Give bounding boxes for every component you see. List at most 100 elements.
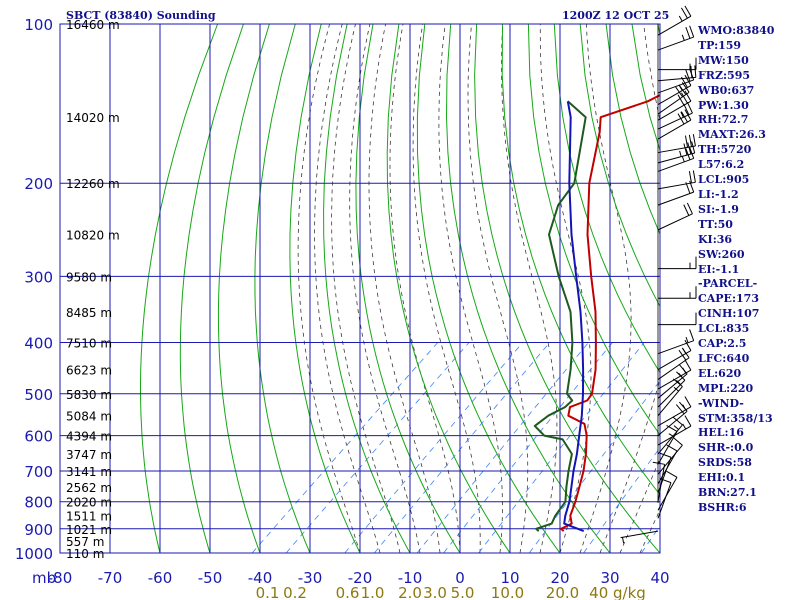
height-label: 7510 m — [66, 336, 112, 350]
wind-barb-shaft — [657, 464, 666, 502]
pressure-unit-label: mb — [32, 569, 56, 587]
pressure-tick-label: 600 — [24, 428, 53, 446]
index-item: STM:358/13 — [698, 411, 773, 425]
dry-adiabat — [553, 24, 660, 374]
moist-adiabat — [467, 24, 529, 553]
wind-barb-feather — [692, 134, 696, 147]
wind-barb-feather — [684, 339, 692, 351]
isobar-isotherm-grid — [59, 23, 661, 554]
temperature-tick-label: -40 — [248, 569, 273, 587]
wind-barb-feather — [683, 103, 690, 115]
wind-barb — [657, 478, 672, 519]
index-item: WB0:637 — [698, 83, 755, 97]
wind-barb-shaft — [657, 482, 672, 519]
height-label: 8485 m — [66, 306, 112, 320]
wind-barb — [657, 202, 693, 231]
wind-barb-feather — [659, 452, 672, 458]
temperature-tick-label: -50 — [198, 569, 223, 587]
wind-barb-shaft — [657, 76, 696, 82]
wind-barb — [658, 286, 697, 299]
wind-barb-feather — [677, 94, 685, 106]
pressure-tick-label: 200 — [24, 175, 53, 193]
wind-barb-shaft — [657, 112, 693, 130]
wind-barb-feather — [688, 134, 692, 147]
wind-barb — [652, 461, 666, 502]
index-item: BSHR:6 — [698, 501, 747, 514]
dry-adiabat — [579, 24, 660, 308]
index-item: KI:36 — [698, 232, 733, 246]
wind-barb-shaft — [657, 357, 690, 380]
index-item: CINH:107 — [698, 307, 760, 321]
wind-barb-feather — [685, 182, 691, 194]
temperature-tick-label: 0 — [455, 569, 465, 587]
wind-barb — [657, 425, 678, 465]
wind-barb — [657, 170, 696, 190]
moist-adiabat — [412, 24, 481, 553]
wind-barb-feather — [688, 171, 692, 184]
dry-adiabat — [323, 24, 411, 553]
wind-barb-feather — [679, 401, 688, 412]
wind-barb-half-feather — [680, 111, 684, 118]
dry-adiabat — [179, 24, 244, 553]
mixing-ratio-label: 0.6 — [336, 584, 360, 600]
wind-barb-feather — [659, 478, 672, 484]
temperature-tick-label: 40 — [650, 569, 669, 587]
wind-barb-feather — [678, 84, 687, 95]
wind-barb-shaft — [620, 530, 659, 539]
wind-barb-feather — [672, 378, 683, 387]
temperature-tick-label: 30 — [600, 569, 619, 587]
index-item: SW:260 — [698, 247, 745, 261]
wind-barb-shaft — [657, 91, 690, 115]
mixing-ratio-label: 5.0 — [451, 584, 475, 600]
pressure-tick-label: 400 — [24, 334, 53, 352]
mixing-ratio-label: 10.0 — [491, 584, 524, 600]
index-item: SI:-1.9 — [698, 202, 739, 216]
height-label: 4394 m — [66, 430, 112, 444]
mixing-ratio-label: 0.2 — [283, 584, 307, 600]
wind-barb-shaft — [657, 119, 692, 140]
index-item: L57:6.2 — [698, 158, 745, 172]
index-item: TH:5720 — [698, 143, 752, 157]
wind-barb-feather — [652, 461, 665, 465]
temperature-tick-label: -80 — [48, 569, 73, 587]
wind-barb-shaft — [657, 181, 696, 190]
wind-barb-feather — [687, 142, 692, 155]
wind-barb-feather — [684, 415, 692, 427]
wind-barb — [657, 339, 692, 370]
height-label: 5084 m — [66, 410, 112, 424]
index-item: TT:50 — [698, 217, 733, 231]
wind-barb-shaft — [657, 36, 694, 51]
pressure-tick-label: 900 — [24, 521, 53, 539]
wind-barb — [657, 470, 678, 511]
wind-barb-feather — [675, 404, 685, 415]
wind-barb-shaft — [657, 477, 678, 511]
wind-barb-feather — [678, 349, 687, 361]
wind-barb-feather — [684, 109, 692, 121]
temperature-tick-label: 10 — [500, 569, 519, 587]
height-label: 14020 m — [66, 111, 120, 125]
index-item: MPL:220 — [698, 381, 754, 395]
moist-adiabat — [501, 24, 558, 553]
wind-barb-feather — [681, 111, 688, 123]
index-item: WMO:83840 — [698, 24, 775, 37]
height-label: 3141 m — [66, 465, 112, 479]
wind-barb-half-feather — [682, 423, 687, 430]
wind-barb-feather — [686, 101, 693, 114]
moist-adiabat — [619, 457, 660, 553]
wind-barb — [657, 180, 695, 206]
chart-title: SBCT (83840) Sounding — [66, 9, 216, 22]
wind-barb — [657, 329, 695, 355]
pressure-tick-label: 800 — [24, 494, 53, 512]
wind-barb-feather — [666, 470, 678, 478]
wind-barb-shaft — [657, 191, 694, 206]
index-item: LI:-1.2 — [698, 187, 739, 201]
index-item: -PARCEL- — [698, 277, 758, 291]
wind-barb-feather — [676, 371, 686, 381]
dry-adiabat — [217, 24, 270, 553]
index-item: TP:159 — [698, 38, 742, 52]
wind-barb — [657, 416, 683, 455]
moist-adiabat — [639, 508, 660, 553]
index-item: EL:620 — [698, 366, 742, 380]
